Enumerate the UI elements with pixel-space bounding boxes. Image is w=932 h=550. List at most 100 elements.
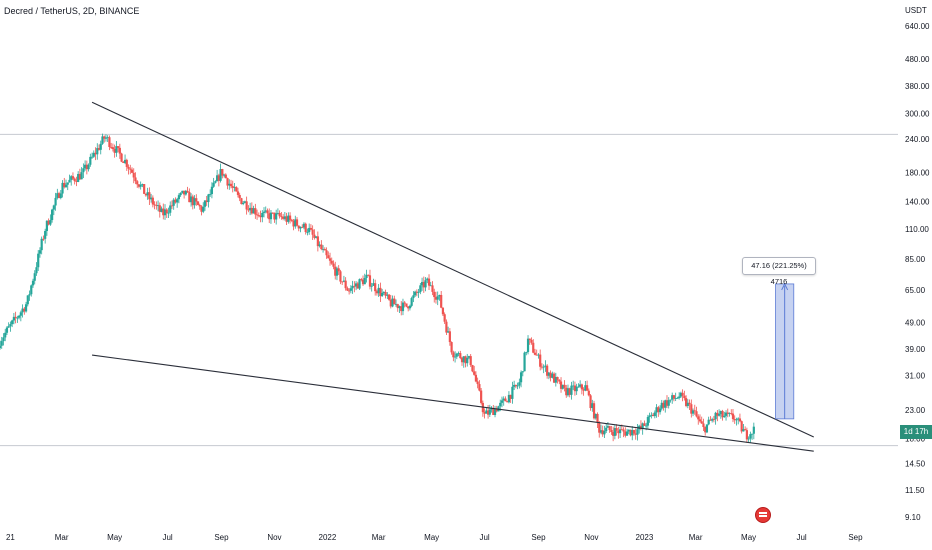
candle — [573, 381, 577, 396]
candle — [257, 212, 260, 218]
candle-body — [188, 191, 191, 203]
x-tick-label: May — [741, 533, 756, 542]
candle — [151, 195, 154, 208]
candle-body — [273, 212, 276, 220]
candle — [139, 181, 142, 190]
candle — [169, 201, 172, 216]
us-flag-icon[interactable] — [755, 507, 771, 523]
candle — [287, 212, 290, 224]
candle — [360, 277, 363, 282]
candle — [419, 283, 422, 295]
candle — [445, 319, 448, 335]
candle-body — [434, 297, 438, 300]
candle — [655, 404, 658, 418]
candle — [483, 408, 486, 419]
x-tick-label: Mar — [689, 533, 703, 542]
candle-body — [665, 400, 669, 406]
candle — [233, 183, 236, 192]
candle-body — [292, 220, 295, 227]
candle-body — [12, 316, 15, 321]
candle — [66, 182, 69, 191]
candle-body — [278, 212, 281, 217]
candle-body — [493, 408, 497, 416]
candle-body — [71, 176, 75, 179]
candle-body — [311, 229, 314, 235]
candle-body — [396, 304, 399, 309]
candle-body — [721, 411, 724, 418]
candle-body — [87, 164, 90, 170]
candle — [731, 409, 735, 423]
candle — [653, 410, 656, 419]
measure-label[interactable]: 47.16 (221.25%) 4716 — [742, 257, 816, 286]
candle — [200, 205, 203, 216]
candle — [262, 207, 266, 218]
candle — [162, 203, 165, 220]
candle-body — [728, 413, 731, 414]
candle-body — [530, 339, 533, 343]
candle-body — [5, 327, 9, 333]
candle — [514, 384, 517, 389]
candle — [749, 431, 752, 443]
candle-body — [568, 388, 571, 395]
candle-body — [328, 258, 332, 261]
candle — [750, 433, 754, 440]
candle-body — [559, 381, 563, 389]
candle — [51, 208, 54, 223]
candle-body — [466, 357, 469, 364]
candle-body — [749, 434, 752, 439]
candle — [493, 405, 497, 418]
candle-body — [610, 430, 613, 433]
candle — [504, 396, 507, 402]
candle — [328, 252, 332, 266]
candle — [75, 176, 78, 187]
candle — [203, 200, 207, 211]
candle-body — [605, 427, 608, 432]
candle — [372, 278, 375, 286]
candle — [188, 188, 191, 203]
candle-body — [549, 372, 552, 378]
candle-body — [2, 337, 5, 342]
candle — [684, 395, 688, 408]
candle-body — [554, 376, 557, 383]
candle — [709, 416, 712, 421]
candle — [377, 284, 380, 297]
candle — [464, 355, 467, 368]
candle-body — [427, 278, 431, 286]
candle — [59, 189, 62, 200]
candle — [367, 274, 370, 277]
candle — [681, 389, 684, 402]
candle — [401, 298, 405, 316]
candle — [452, 350, 455, 362]
candle-body — [226, 178, 229, 186]
candle — [153, 201, 156, 210]
candle-body — [646, 417, 649, 426]
candle — [537, 353, 540, 359]
candle-body — [26, 295, 29, 305]
candle-body — [144, 193, 148, 196]
candle-body — [674, 398, 677, 399]
candle — [90, 152, 94, 159]
candle-body — [379, 287, 382, 297]
candle — [414, 290, 417, 297]
candle-body — [297, 225, 300, 229]
candle-body — [645, 425, 648, 427]
candle-body — [691, 410, 695, 414]
candle-body — [526, 338, 530, 352]
candle — [608, 425, 611, 433]
candle-body — [348, 290, 351, 292]
candle-body — [236, 191, 240, 195]
candle-body — [632, 430, 636, 434]
candle — [327, 251, 330, 259]
candle-body — [414, 291, 417, 296]
candle-body — [38, 250, 42, 254]
candle — [219, 163, 222, 183]
candle — [183, 190, 186, 199]
candle — [584, 381, 587, 392]
candle-body — [368, 275, 372, 287]
candle-body — [408, 305, 412, 309]
candle — [471, 364, 474, 373]
candle-body — [221, 169, 224, 176]
candle-body — [250, 207, 253, 214]
candle — [346, 286, 349, 292]
